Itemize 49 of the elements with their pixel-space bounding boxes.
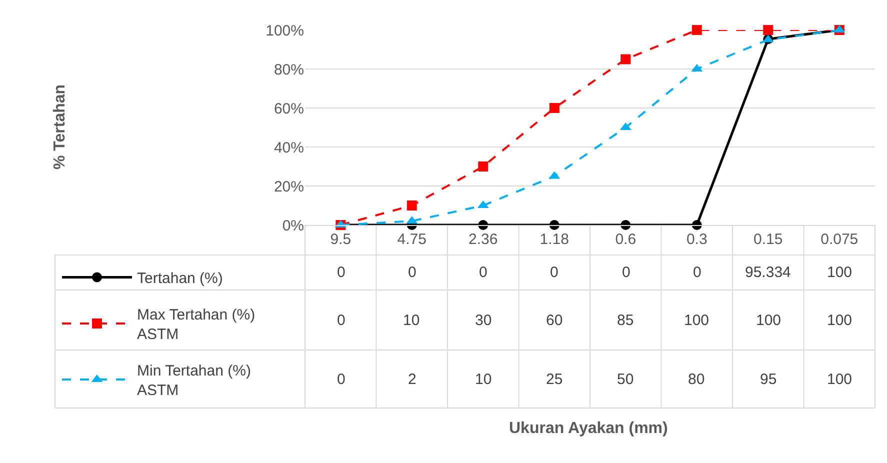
point [620,54,631,64]
data-label: 95.334 [745,264,791,281]
x-tick-label: 0.15 [754,231,783,248]
text: % Tertahan [52,84,68,170]
data-label: 30 [475,312,492,329]
data-label: 0 [337,312,346,329]
data-label: 0 [479,264,488,281]
data-label: 50 [617,371,634,388]
data-label: 60 [546,312,563,329]
data-label: 100 [827,371,852,388]
y-tick-label: 0% [282,217,304,234]
data-label: 95 [760,371,777,388]
data-label: 0 [408,264,416,281]
point [549,103,560,113]
legend-label: Max Tertahan (%) ASTM [137,306,256,344]
y-tick-label: 80% [274,61,304,78]
y-tick-label: 100% [266,22,304,40]
point [692,25,702,35]
data-label: 100 [827,264,852,281]
x-tick-label: 1.18 [540,231,569,248]
point [478,162,488,172]
data-label: 10 [475,371,492,388]
data-label: 0 [550,264,558,281]
y-tick-label: 20% [274,178,304,196]
x-tick-label: 4.75 [397,231,426,248]
x-tick-label: 0.075 [820,231,858,248]
y-tick-label: 40% [274,139,304,156]
x-tick-label: 9.5 [330,231,352,248]
data-label: 0 [337,264,346,281]
data-label: 85 [617,312,634,329]
data-label: 0 [337,371,346,388]
data-label: 100 [756,312,782,329]
data-label: 25 [546,371,563,388]
data-label: 80 [688,371,705,388]
data-label: 100 [684,312,710,329]
x-tick-label: 0.6 [615,231,636,248]
x-tick-label: 0.3 [686,231,708,248]
data-label: 100 [827,312,852,329]
data-label: 0 [693,264,702,281]
x-tick-label: 2.36 [468,231,498,248]
data-label: 0 [622,264,630,281]
data-label: 2 [408,371,416,388]
legend-label: Tertahan (%) [137,270,223,288]
point [406,200,417,210]
legend-label: Min Tertahan (%) ASTM [137,362,251,400]
text: Ukuran Ayakan (mm) [509,420,668,437]
y-tick-label: 60% [274,100,304,118]
data-label: 10 [403,312,420,329]
point [763,25,774,35]
